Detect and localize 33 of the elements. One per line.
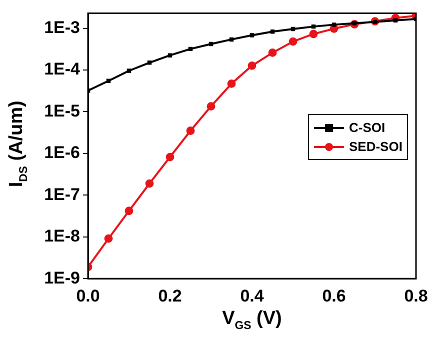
x-tick-label: 0.4 (240, 286, 264, 306)
point (268, 48, 277, 57)
point (124, 206, 134, 216)
point (104, 234, 113, 243)
legend-label: SED-SOI (349, 139, 402, 154)
y-tick-label: 1E-6 (44, 143, 80, 162)
y-tick-label: 1E-7 (44, 184, 80, 204)
point (126, 68, 132, 73)
y-tick-label: 1E-3 (44, 18, 80, 37)
point (206, 102, 216, 110)
legend-label: C-SOI (349, 120, 386, 135)
x-axis-title: V$_{GS}$ (V) (221, 308, 283, 332)
y-tick-label: 1E-5 (44, 101, 80, 120)
point (186, 126, 195, 135)
y-tick-label: 1E-9 (44, 268, 80, 288)
point (145, 179, 154, 188)
y-tick-label: 1E-4 (44, 60, 81, 79)
point (332, 22, 336, 27)
x-tick-label: 0.0 (76, 286, 100, 306)
point (250, 33, 254, 38)
point (168, 53, 172, 58)
point (147, 60, 152, 65)
x-tick-label: 0.6 (322, 286, 346, 306)
point (288, 37, 298, 46)
point (227, 79, 236, 88)
point (270, 30, 275, 34)
point (309, 30, 318, 38)
x-tick-label: 0.8 (404, 286, 428, 306)
point (248, 61, 256, 70)
y-tick-label: 1E-8 (44, 226, 80, 246)
point (106, 78, 111, 83)
point (166, 152, 174, 162)
x-tick-label: 0.2 (158, 286, 182, 306)
